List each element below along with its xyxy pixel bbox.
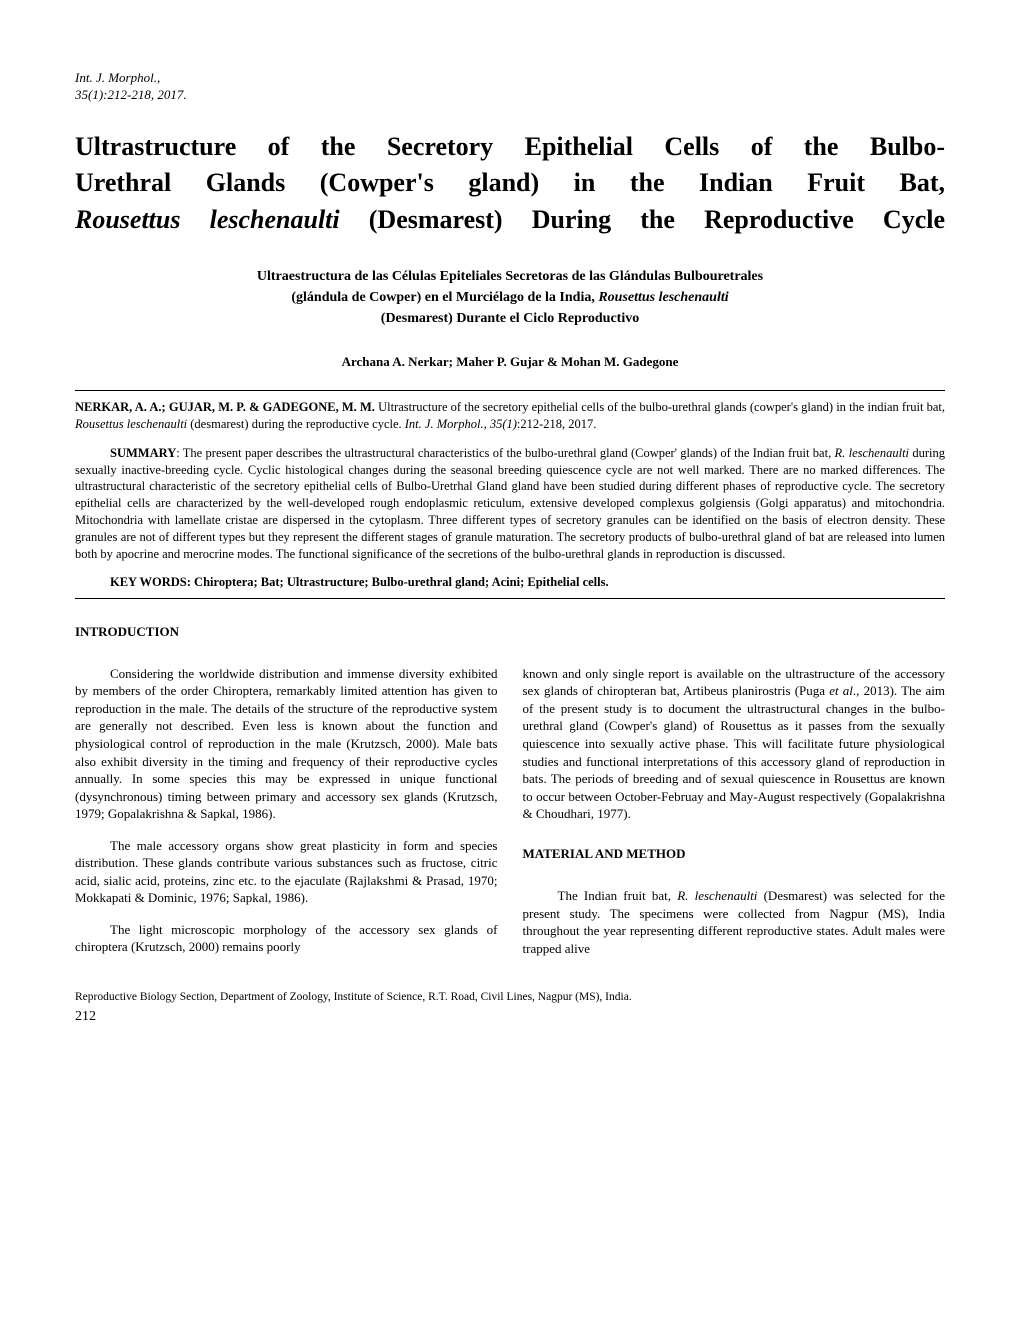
keywords: KEY WORDS: Chiroptera; Bat; Ultrastructu… <box>75 575 945 590</box>
citation-species: Rousettus leschenaulti <box>75 417 187 431</box>
paper-subtitle: Ultraestructura de las Células Epitelial… <box>135 266 885 329</box>
divider-top <box>75 390 945 391</box>
methods-p1: The Indian fruit bat, R. leschenaulti (D… <box>523 887 946 957</box>
summary-species: R. leschenaulti <box>835 446 909 460</box>
introduction-columns: Considering the worldwide distribution a… <box>75 665 945 972</box>
intro-p2: The male accessory organs show great pla… <box>75 837 498 907</box>
footer-affiliation: Reproductive Biology Section, Department… <box>75 991 945 1003</box>
authors: Archana A. Nerkar; Maher P. Gujar & Moha… <box>75 354 945 370</box>
citation-text3: :212-218, 2017. <box>517 417 597 431</box>
summary-label: SUMMARY <box>110 446 176 460</box>
intro-col2-italic: et al <box>829 683 853 698</box>
section-introduction: INTRODUCTION <box>75 624 945 640</box>
title-line3-rest: (Desmarest) During the Reproductive Cycl… <box>340 205 945 234</box>
citation-authors: NERKAR, A. A.; GUJAR, M. P. & GADEGONE, … <box>75 400 375 414</box>
citation-journal: Int. J. Morphol., 35(1) <box>405 417 517 431</box>
title-line1: Ultrastructure of the Secretory Epitheli… <box>75 132 945 161</box>
methods-species: R. leschenaulti <box>677 888 757 903</box>
citation-text1: Ultrastructure of the secretory epitheli… <box>375 400 945 414</box>
methods-pre: The Indian fruit bat, <box>558 888 678 903</box>
column-right: known and only single report is availabl… <box>523 665 946 972</box>
column-left: Considering the worldwide distribution a… <box>75 665 498 972</box>
summary-text1: : The present paper describes the ultras… <box>176 446 834 460</box>
citation-text2: (desmarest) during the reproductive cycl… <box>187 417 405 431</box>
subtitle-line2-pre: (glándula de Cowper) en el Murciélago de… <box>291 290 598 305</box>
journal-name: Int. J. Morphol., <box>75 70 160 85</box>
intro-col2-post: ., 2013). The aim of the present study i… <box>523 683 946 821</box>
section-methods: MATERIAL AND METHOD <box>523 845 946 863</box>
divider-bottom <box>75 598 945 599</box>
title-line2: Urethral Glands (Cowper's gland) in the … <box>75 168 945 197</box>
journal-volume: 35(1):212-218, 2017. <box>75 87 187 102</box>
subtitle-line3: (Desmarest) Durante el Ciclo Reproductiv… <box>381 311 639 326</box>
page-number: 212 <box>75 1009 945 1025</box>
title-species: Rousettus leschenaulti <box>75 205 340 234</box>
intro-p1: Considering the worldwide distribution a… <box>75 665 498 823</box>
citation-reference: NERKAR, A. A.; GUJAR, M. P. & GADEGONE, … <box>75 399 945 433</box>
paper-title: Ultrastructure of the Secretory Epitheli… <box>75 129 945 238</box>
intro-p3: The light microscopic morphology of the … <box>75 921 498 956</box>
summary-text2: during sexually inactive-breeding cycle.… <box>75 446 945 561</box>
summary-block: SUMMARY: The present paper describes the… <box>75 445 945 563</box>
intro-col2-p1: known and only single report is availabl… <box>523 665 946 823</box>
subtitle-species: Rousettus leschenaulti <box>598 290 728 305</box>
subtitle-line1: Ultraestructura de las Células Epitelial… <box>257 269 763 284</box>
journal-citation: Int. J. Morphol., 35(1):212-218, 2017. <box>75 70 945 104</box>
